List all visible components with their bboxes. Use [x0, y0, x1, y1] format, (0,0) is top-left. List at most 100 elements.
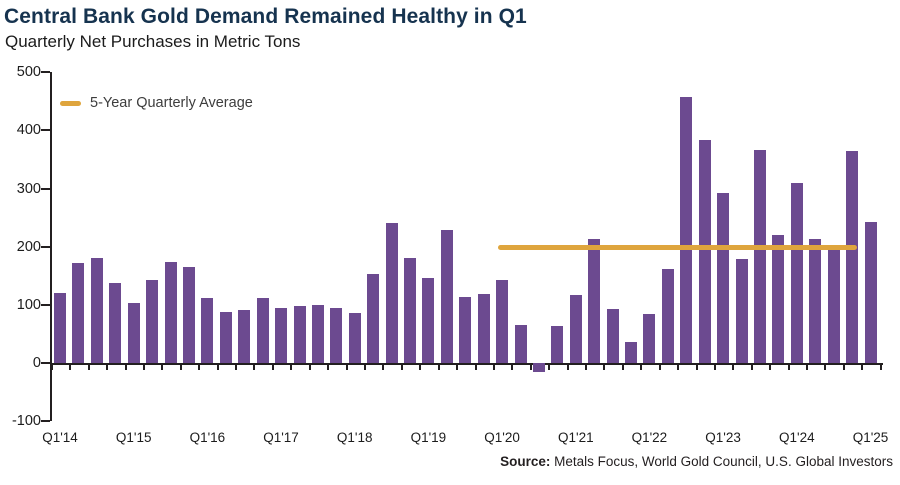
source-label: Source:	[500, 454, 551, 469]
y-axis-line	[50, 72, 52, 422]
x-axis-tick	[492, 365, 495, 370]
bar-Q2'18	[367, 274, 380, 363]
x-axis-tick	[69, 365, 72, 370]
y-axis-tick	[41, 303, 50, 306]
bar-Q2'21	[588, 239, 601, 363]
bar-Q2'15	[146, 279, 159, 363]
bar-Q4'18	[404, 258, 416, 363]
x-axis-label: Q1'18	[336, 430, 373, 445]
bar-Q1'24	[790, 182, 803, 363]
y-axis-tick	[41, 187, 50, 190]
bar-Q3'14	[90, 258, 103, 363]
x-axis-tick	[824, 365, 827, 370]
x-axis-tick	[308, 365, 311, 370]
average-line	[498, 245, 858, 251]
bar-Q3'19	[459, 296, 472, 363]
bar-Q4'23	[772, 235, 785, 363]
bar-Q3'23	[754, 149, 766, 363]
x-axis-tick	[511, 365, 514, 370]
x-axis-tick	[732, 365, 735, 370]
bar-Q2'16	[219, 312, 232, 363]
x-axis-tick	[327, 365, 330, 370]
x-axis-tick	[198, 365, 201, 370]
bar-Q4'19	[477, 293, 490, 363]
chart-title: Central Bank Gold Demand Remained Health…	[4, 5, 527, 28]
y-axis-tick-label: -100	[11, 413, 41, 430]
bar-Q1'14	[54, 292, 66, 363]
x-axis-line	[52, 363, 883, 365]
x-axis-tick	[566, 365, 569, 370]
legend: 5-Year Quarterly Average	[60, 95, 253, 111]
bar-Q4'16	[256, 297, 269, 363]
x-axis-tick	[621, 365, 624, 370]
y-axis-tick	[41, 420, 50, 423]
bar-Q4'20	[551, 326, 564, 363]
bar-Q1'17	[275, 308, 287, 363]
x-axis-tick	[713, 365, 716, 370]
x-axis-tick	[677, 365, 680, 370]
bar-Q3'22	[680, 96, 693, 363]
x-axis-tick	[695, 365, 698, 370]
x-axis-tick	[87, 365, 90, 370]
x-axis-label: Q1'24	[778, 430, 815, 445]
x-axis-tick	[456, 365, 458, 370]
x-axis-tick	[603, 365, 606, 370]
x-axis-tick	[529, 365, 532, 370]
bar-Q1'23	[717, 193, 730, 363]
x-axis-tick	[585, 365, 587, 370]
bar-Q4'24	[846, 150, 859, 363]
bar-Q2'17	[293, 306, 306, 363]
x-axis-label: Q1'19	[410, 430, 447, 445]
x-axis-tick	[769, 365, 772, 370]
y-axis-tick	[41, 245, 50, 248]
bar-Q1'21	[569, 295, 582, 363]
x-axis-tick	[806, 365, 808, 370]
bar-Q3'15	[164, 261, 177, 363]
x-axis-tick	[658, 365, 661, 370]
y-axis-tick-label: 400	[16, 122, 41, 139]
x-axis-tick	[216, 365, 219, 370]
x-axis-label: Q1'15	[115, 430, 152, 445]
bar-Q1'19	[422, 277, 435, 363]
bar-Q1'15	[127, 302, 140, 363]
bar-Q1'22	[643, 313, 656, 363]
bar-Q1'18	[348, 313, 361, 363]
bar-Q3'20	[532, 363, 545, 372]
x-axis-label: Q1'23	[705, 430, 741, 445]
x-axis-label: Q1'14	[42, 430, 78, 445]
x-axis-tick	[271, 365, 274, 370]
x-axis-tick	[50, 365, 53, 370]
x-axis-label: Q1'25	[852, 430, 889, 445]
x-axis-tick	[400, 365, 403, 370]
x-axis-tick	[787, 365, 790, 370]
legend-label: 5-Year Quarterly Average	[90, 95, 253, 111]
x-axis-tick	[437, 365, 440, 370]
bar-Q1'25	[864, 221, 877, 363]
bar-Q3'24	[827, 245, 840, 363]
y-axis-tick	[41, 129, 50, 132]
x-axis-tick	[861, 365, 864, 370]
y-axis-tick	[41, 71, 50, 74]
bar-Q1'16	[201, 297, 214, 363]
x-axis-tick	[290, 365, 293, 370]
x-axis-tick	[474, 365, 477, 370]
bar-Q2'24	[809, 238, 822, 363]
bar-Q2'22	[661, 269, 674, 363]
x-axis-tick	[363, 365, 366, 370]
x-axis-tick	[419, 365, 422, 370]
x-axis-tick	[879, 365, 882, 370]
bar-Q3'21	[606, 308, 619, 363]
x-axis-tick	[124, 365, 127, 370]
x-axis-label: Q1'20	[484, 430, 520, 445]
x-axis-tick	[235, 365, 237, 370]
bar-Q4'22	[698, 140, 711, 363]
source-text: Metals Focus, World Gold Council, U.S. G…	[550, 454, 893, 469]
y-axis-tick-label: 200	[16, 238, 41, 255]
x-axis-tick	[382, 365, 385, 370]
bar-Q4'17	[330, 307, 343, 363]
x-axis-label: Q1'21	[557, 430, 594, 445]
y-axis-tick-label: 300	[16, 180, 41, 197]
bar-Q2'23	[735, 258, 748, 363]
bar-Q4'21	[625, 341, 637, 363]
